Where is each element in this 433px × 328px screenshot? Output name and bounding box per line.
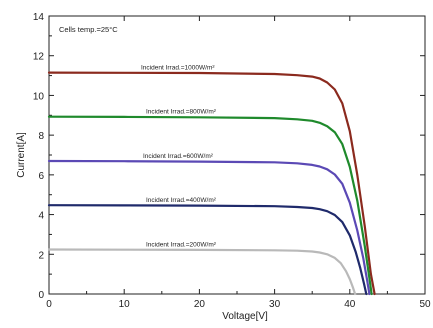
series-label: Incident Irrad.=200W/m²	[146, 242, 217, 249]
series-line	[47, 248, 357, 296]
series-line	[47, 115, 373, 296]
x-tick-label: 40	[344, 299, 356, 310]
x-tick-label: 30	[269, 299, 281, 310]
y-tick-label: 8	[38, 131, 44, 142]
y-tick-label: 10	[33, 91, 45, 102]
x-axis-title: Voltage[V]	[222, 311, 268, 322]
x-tick-label: 50	[419, 299, 431, 310]
cells-temp-annotation: Cells temp.=25°C	[59, 25, 118, 34]
y-tick-label: 14	[33, 12, 45, 23]
x-tick-label: 10	[119, 299, 131, 310]
series-line	[47, 71, 376, 296]
y-tick-label: 0	[38, 290, 44, 301]
y-axis-title: Current[A]	[16, 132, 27, 178]
series-label: Incident Irrad.=1000W/m²	[141, 65, 215, 72]
series-line	[47, 204, 368, 296]
x-tick-label: 20	[194, 299, 206, 310]
series-label: Incident Irrad.=800W/m²	[146, 109, 217, 116]
x-tick-label: 0	[46, 299, 52, 310]
y-tick-label: 4	[38, 211, 44, 222]
y-tick-label: 12	[33, 52, 45, 63]
y-tick-label: 6	[38, 171, 44, 182]
series-label: Incident Irrad.=400W/m²	[146, 197, 217, 204]
y-tick-label: 2	[38, 250, 44, 261]
series-label: Incident Irrad.=600W/m²	[143, 153, 214, 160]
series-line	[47, 159, 371, 296]
